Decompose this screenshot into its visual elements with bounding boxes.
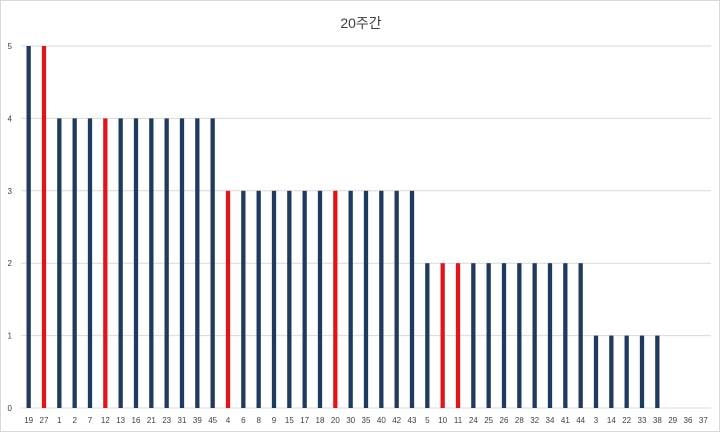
y-tick-label: 3 (8, 187, 13, 196)
bar-39 (195, 118, 200, 409)
bar-25 (486, 263, 491, 408)
bar-32 (532, 263, 537, 408)
bar-22 (624, 335, 629, 408)
bar-28 (517, 263, 522, 408)
x-tick-label: 40 (377, 416, 386, 425)
x-tick-label: 42 (392, 416, 401, 425)
bar-20 (333, 190, 338, 408)
x-tick-label: 10 (438, 416, 447, 425)
bar-41 (563, 263, 568, 408)
x-tick-label: 2 (72, 416, 77, 425)
bar-19 (26, 46, 31, 408)
x-tick-label: 13 (116, 416, 125, 425)
bar-3 (593, 335, 599, 408)
x-tick-label: 33 (638, 416, 647, 425)
bar-45 (210, 118, 215, 409)
x-tick-label: 29 (668, 416, 677, 425)
x-tick-label: 14 (607, 416, 616, 425)
bar-44 (578, 263, 583, 408)
y-tick-label: 5 (8, 42, 13, 51)
bar-42 (394, 190, 399, 408)
x-tick-label: 39 (193, 416, 202, 425)
x-tick-label: 27 (40, 416, 49, 425)
x-tick-label: 28 (515, 416, 524, 425)
x-tick-label: 36 (684, 416, 693, 425)
x-tick-label: 37 (699, 416, 708, 425)
bar-6 (241, 190, 246, 408)
x-tick-label: 32 (530, 416, 539, 425)
x-tick-label: 21 (147, 416, 156, 425)
y-tick-label: 4 (8, 114, 13, 123)
bar-24 (471, 263, 476, 408)
bar-7 (87, 118, 93, 409)
bar-16 (133, 118, 139, 409)
x-tick-label: 26 (500, 416, 509, 425)
bar-31 (179, 118, 185, 409)
bar-18 (317, 190, 323, 408)
x-tick-label: 41 (561, 416, 570, 425)
x-tick-label: 35 (362, 416, 371, 425)
chart-title: 20주간 (340, 15, 382, 31)
bar-10 (440, 263, 445, 408)
bar-27 (41, 46, 47, 408)
x-tick-label: 5 (425, 416, 430, 425)
x-tick-label: 22 (622, 416, 631, 425)
bar-26 (501, 263, 507, 408)
x-tick-label: 1 (57, 416, 62, 425)
bar-2 (72, 118, 77, 409)
x-tick-label: 38 (653, 416, 662, 425)
bar-30 (348, 190, 353, 408)
bar-9 (271, 190, 277, 408)
x-tick-label: 16 (132, 416, 141, 425)
bar-5 (425, 263, 430, 408)
x-tick-label: 4 (226, 416, 231, 425)
bar-11 (455, 263, 461, 408)
bar-21 (149, 118, 154, 409)
bar-35 (363, 190, 369, 408)
bar-1 (57, 118, 62, 409)
x-tick-label: 18 (316, 416, 325, 425)
x-tick-label: 17 (300, 416, 309, 425)
x-tick-label: 11 (454, 416, 463, 425)
y-tick-label: 2 (8, 259, 13, 268)
bar-40 (379, 190, 384, 408)
bar-8 (256, 190, 261, 408)
x-tick-label: 6 (241, 416, 246, 425)
bar-13 (118, 118, 123, 409)
bar-17 (302, 190, 307, 408)
x-tick-label: 44 (576, 416, 585, 425)
bar-38 (655, 335, 660, 408)
x-tick-label: 31 (178, 416, 187, 425)
x-tick-label: 3 (594, 416, 599, 425)
bar-33 (639, 335, 645, 408)
x-tick-label: 12 (101, 416, 110, 425)
x-tick-label: 9 (272, 416, 277, 425)
x-tick-label: 24 (469, 416, 478, 425)
y-tick-label: 1 (8, 332, 13, 341)
x-tick-label: 30 (346, 416, 355, 425)
bar-43 (409, 190, 415, 408)
x-tick-label: 20 (331, 416, 340, 425)
bar-15 (287, 190, 292, 408)
bar-23 (164, 118, 169, 409)
x-tick-label: 43 (408, 416, 417, 425)
y-tick-label: 0 (8, 404, 13, 413)
x-tick-label: 19 (24, 416, 33, 425)
bar-14 (609, 335, 614, 408)
x-tick-label: 23 (162, 416, 171, 425)
x-tick-label: 8 (256, 416, 261, 425)
x-tick-label: 7 (88, 416, 93, 425)
bar-34 (547, 263, 553, 408)
x-tick-label: 45 (208, 416, 217, 425)
bar-4 (225, 190, 231, 408)
bar-12 (103, 118, 108, 409)
x-tick-label: 15 (285, 416, 294, 425)
x-tick-label: 25 (484, 416, 493, 425)
x-tick-label: 34 (546, 416, 555, 425)
